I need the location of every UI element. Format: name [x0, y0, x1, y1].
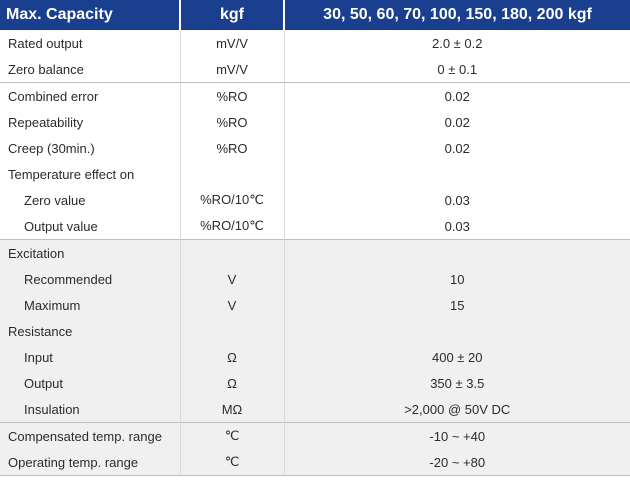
table-row: Excitation — [0, 239, 630, 266]
table-row: Combined error %RO 0.02 — [0, 82, 630, 109]
spec-unit — [180, 318, 285, 344]
spec-unit: %RO/10℃ — [180, 187, 285, 213]
header-row: Max. Capacity kgf 30, 50, 60, 70, 100, 1… — [0, 0, 630, 30]
spec-value: -20 ~ +80 — [284, 449, 630, 476]
table-row: Zero value %RO/10℃ 0.03 — [0, 187, 630, 213]
spec-label: Temperature effect on — [0, 161, 181, 187]
spec-value: 0.03 — [444, 218, 470, 234]
spec-label: Output — [0, 370, 181, 396]
spec-label: Recommended — [0, 266, 181, 292]
table-row: Input Ω 400 ± 20 — [0, 344, 630, 370]
spec-value: 2.0 ± 0.2 — [431, 35, 483, 51]
table-row: Repeatability %RO 0.02 — [0, 109, 630, 135]
table-row: Operating temp. range ℃ -20 ~ +80 — [0, 449, 630, 476]
spec-unit: %RO — [180, 109, 285, 135]
spec-label: Excitation — [0, 239, 181, 266]
table-row: Resistance — [0, 318, 630, 344]
spec-value: >2,000 @ 50V DC — [284, 396, 630, 423]
spec-label: Repeatability — [0, 109, 181, 135]
spec-unit — [180, 161, 285, 187]
spec-value: 0.03 — [444, 192, 470, 208]
spec-value: 350 ± 3.5 — [284, 370, 630, 396]
table-body: Rated output mV/V 2.0 ± 0.2 Zero balance mV/… — [0, 30, 630, 476]
spec-label: Creep (30min.) — [0, 135, 181, 161]
spec-unit — [180, 239, 285, 266]
spec-label: Insulation — [0, 396, 181, 423]
spec-unit: %RO — [180, 82, 285, 109]
table-row: Rated output mV/V 2.0 ± 0.2 — [0, 30, 630, 56]
spec-unit: %RO — [180, 135, 285, 161]
spec-value: -10 ~ +40 — [284, 422, 630, 449]
table-row: Output Ω 350 ± 3.5 — [0, 370, 630, 396]
spec-value: 0.02 — [284, 82, 630, 109]
spec-value: 0 ± 0.1 — [437, 61, 478, 77]
spec-value: 0.02 — [444, 114, 470, 130]
spec-unit: V — [180, 292, 285, 318]
spec-value: 0.02 — [444, 140, 470, 156]
spec-unit: ℃ — [180, 449, 285, 476]
spec-value: 15 — [284, 292, 630, 318]
header-unit: kgf — [180, 0, 285, 30]
spec-value — [284, 318, 630, 344]
spec-unit: Ω — [180, 370, 285, 396]
spec-label: Rated output — [0, 30, 181, 56]
spec-unit: %RO/10℃ — [180, 213, 285, 240]
spec-unit: ℃ — [180, 422, 285, 449]
table-row: Insulation MΩ >2,000 @ 50V DC — [0, 396, 630, 423]
table-row: Temperature effect on — [0, 161, 630, 187]
spec-value: 400 ± 20 — [284, 344, 630, 370]
spec-label: Output value — [0, 213, 181, 240]
spec-label: Maximum — [0, 292, 181, 318]
spec-unit: mV/V — [180, 56, 285, 83]
spec-unit: V — [180, 266, 285, 292]
spec-label: Operating temp. range — [0, 449, 181, 476]
spec-value — [284, 239, 630, 266]
spec-label: Zero balance — [0, 56, 181, 83]
spec-label: Zero value — [0, 187, 181, 213]
spec-unit: mV/V — [180, 30, 285, 56]
spec-unit: MΩ — [180, 396, 285, 423]
spec-value — [284, 161, 630, 187]
spec-value: 10 — [284, 266, 630, 292]
table-row: Recommended V 10 — [0, 266, 630, 292]
table-row: Compensated temp. range ℃ -10 ~ +40 — [0, 422, 630, 449]
header-capacity-values: 30, 50, 60, 70, 100, 150, 180, 200 kgf — [284, 0, 630, 30]
table-row: Zero balance mV/V 0 ± 0.1 — [0, 56, 630, 83]
table-row: Maximum V 15 — [0, 292, 630, 318]
spec-table: Max. Capacity kgf 30, 50, 60, 70, 100, 1… — [0, 0, 630, 476]
spec-label: Resistance — [0, 318, 181, 344]
spec-label: Input — [0, 344, 181, 370]
header-capacity-label: Max. Capacity — [0, 0, 181, 30]
spec-label: Compensated temp. range — [0, 422, 181, 449]
spec-label: Combined error — [0, 82, 181, 109]
table-row: Creep (30min.) %RO 0.02 — [0, 135, 630, 161]
table-header: Max. Capacity kgf 30, 50, 60, 70, 100, 1… — [0, 0, 630, 30]
spec-unit: Ω — [180, 344, 285, 370]
table-row: Output value %RO/10℃ 0.03 — [0, 213, 630, 240]
